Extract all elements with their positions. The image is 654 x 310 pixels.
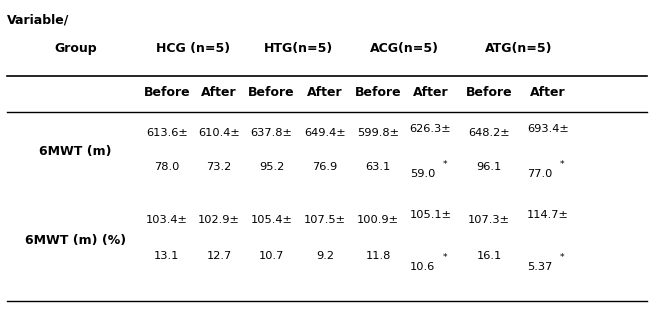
Text: 637.8±: 637.8± bbox=[250, 128, 292, 138]
Text: 105.1±: 105.1± bbox=[409, 210, 451, 220]
Text: Group: Group bbox=[54, 42, 97, 55]
Text: HCG (n=5): HCG (n=5) bbox=[156, 42, 230, 55]
Text: 648.2±: 648.2± bbox=[468, 128, 510, 138]
Text: ATG(n=5): ATG(n=5) bbox=[485, 42, 553, 55]
Text: 63.1: 63.1 bbox=[366, 162, 390, 172]
Text: 693.4±: 693.4± bbox=[527, 124, 569, 134]
Text: 10.6: 10.6 bbox=[410, 262, 435, 272]
Text: 100.9±: 100.9± bbox=[357, 215, 399, 225]
Text: Before: Before bbox=[466, 86, 513, 100]
Text: 76.9: 76.9 bbox=[313, 162, 337, 172]
Text: 59.0: 59.0 bbox=[410, 169, 435, 179]
Text: After: After bbox=[413, 86, 448, 100]
Text: *: * bbox=[443, 160, 447, 169]
Text: *: * bbox=[443, 253, 447, 262]
Text: After: After bbox=[201, 86, 237, 100]
Text: 599.8±: 599.8± bbox=[357, 128, 399, 138]
Text: 107.3±: 107.3± bbox=[468, 215, 510, 225]
Text: Before: Before bbox=[143, 86, 190, 100]
Text: 77.0: 77.0 bbox=[528, 169, 553, 179]
Text: After: After bbox=[530, 86, 566, 100]
Text: 10.7: 10.7 bbox=[259, 251, 284, 261]
Text: ACG(n=5): ACG(n=5) bbox=[370, 42, 439, 55]
Text: Before: Before bbox=[354, 86, 402, 100]
Text: Variable/: Variable/ bbox=[7, 14, 69, 27]
Text: 103.4±: 103.4± bbox=[146, 215, 188, 225]
Text: HTG(n=5): HTG(n=5) bbox=[264, 42, 333, 55]
Text: After: After bbox=[307, 86, 343, 100]
Text: *: * bbox=[560, 253, 564, 262]
Text: 114.7±: 114.7± bbox=[527, 210, 569, 220]
Text: 613.6±: 613.6± bbox=[146, 128, 188, 138]
Text: 5.37: 5.37 bbox=[528, 262, 553, 272]
Text: 13.1: 13.1 bbox=[154, 251, 179, 261]
Text: *: * bbox=[560, 160, 564, 169]
Text: 649.4±: 649.4± bbox=[304, 128, 346, 138]
Text: 626.3±: 626.3± bbox=[409, 124, 451, 134]
Text: 107.5±: 107.5± bbox=[304, 215, 346, 225]
Text: 12.7: 12.7 bbox=[207, 251, 232, 261]
Text: 11.8: 11.8 bbox=[366, 251, 390, 261]
Text: 95.2: 95.2 bbox=[259, 162, 284, 172]
Text: 102.9±: 102.9± bbox=[198, 215, 240, 225]
Text: 96.1: 96.1 bbox=[477, 162, 502, 172]
Text: 105.4±: 105.4± bbox=[250, 215, 292, 225]
Text: 73.2: 73.2 bbox=[207, 162, 232, 172]
Text: 16.1: 16.1 bbox=[477, 251, 502, 261]
Text: 78.0: 78.0 bbox=[154, 162, 179, 172]
Text: 6MWT (m) (%): 6MWT (m) (%) bbox=[25, 234, 126, 247]
Text: Before: Before bbox=[248, 86, 295, 100]
Text: 610.4±: 610.4± bbox=[198, 128, 240, 138]
Text: 6MWT (m): 6MWT (m) bbox=[39, 145, 111, 158]
Text: 9.2: 9.2 bbox=[316, 251, 334, 261]
